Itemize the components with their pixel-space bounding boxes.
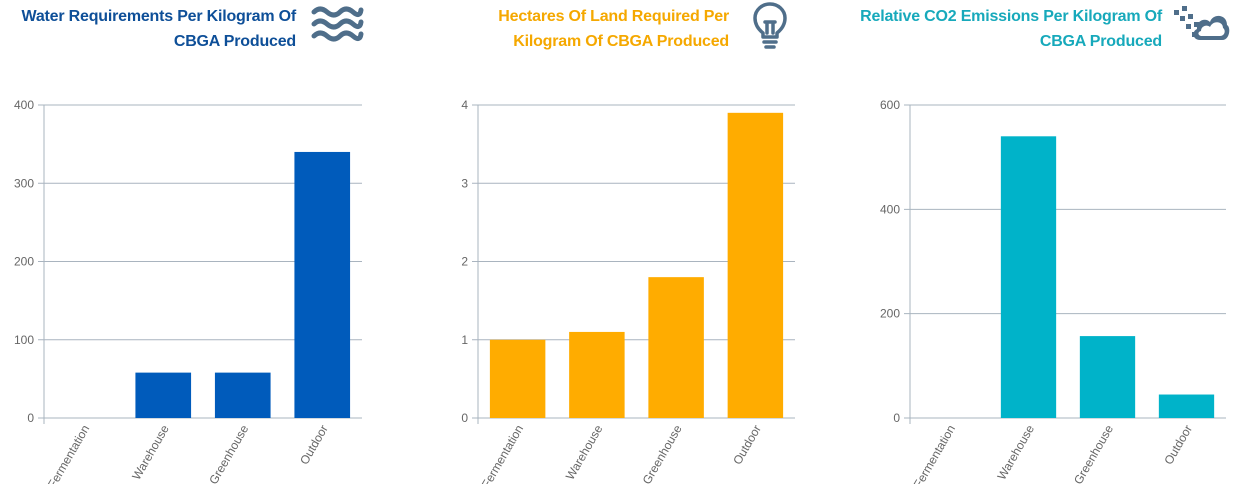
x-category-label: Fermentation xyxy=(45,423,92,484)
y-tick-label: 200 xyxy=(14,255,34,269)
chart-title-line: Water Requirements Per Kilogram Of xyxy=(21,8,297,25)
bar xyxy=(214,372,271,418)
chart-panel-co2: Relative CO2 Emissions Per Kilogram Of C… xyxy=(840,0,1244,484)
y-tick-label: 0 xyxy=(461,411,468,425)
bar xyxy=(727,112,784,418)
chart-title-line: Kilogram Of CBGA Produced xyxy=(513,33,729,50)
chart-title: Relative CO2 Emissions Per Kilogram Of C… xyxy=(860,4,1162,54)
chart-title-line: CBGA Produced xyxy=(1039,33,1162,50)
y-tick-label: 4 xyxy=(461,98,468,112)
y-tick-label: 3 xyxy=(461,176,468,190)
x-category-label: Outdoor xyxy=(1161,422,1195,467)
x-category-label: Warehouse xyxy=(563,422,606,482)
chart-title-line: Hectares Of Land Required Per xyxy=(498,8,729,25)
y-tick-label: 1 xyxy=(461,333,468,347)
y-tick-label: 600 xyxy=(880,98,900,112)
y-tick-label: 400 xyxy=(880,202,900,216)
x-category-label: Outdoor xyxy=(297,422,331,467)
bar-chart-water: 0 100 200 300 400 Fermentation Warehouse Greenh… xyxy=(14,98,362,484)
x-category-label: Fermentation xyxy=(479,423,526,484)
chart-title: Water Requirements Per Kilogram Of CBGA … xyxy=(10,4,297,54)
y-tick-label: 400 xyxy=(14,98,34,112)
water-waves-icon xyxy=(310,2,364,51)
bar xyxy=(294,151,351,418)
bar xyxy=(648,277,704,418)
bar xyxy=(569,331,625,418)
lightbulb-icon xyxy=(752,2,788,55)
bar-chart-land: 0 1 2 3 4 Fermentation Warehouse Greenhouse Outd… xyxy=(461,98,795,484)
y-tick-label: 0 xyxy=(893,411,900,425)
x-category-label: Greenhouse xyxy=(206,422,251,484)
y-tick-label: 2 xyxy=(461,255,468,269)
cloud-emissions-icon xyxy=(1174,2,1230,51)
chart-title-line: Relative CO2 Emissions Per Kilogram Of xyxy=(860,8,1162,25)
x-category-label: Outdoor xyxy=(730,422,764,467)
chart-title-line: CBGA Produced xyxy=(173,33,296,50)
x-category-label: Greenhouse xyxy=(1071,422,1116,484)
bar xyxy=(1000,136,1057,419)
x-category-label: Warehouse xyxy=(129,422,172,482)
bar-chart-co2: 0 200 400 600 Fermentation Warehouse Greenhous… xyxy=(880,98,1226,484)
chart-title: Hectares Of Land Required Per Kilogram O… xyxy=(484,4,729,54)
y-tick-label: 300 xyxy=(14,176,34,190)
chart-panel-land: Hectares Of Land Required Per Kilogram O… xyxy=(424,0,824,484)
y-tick-label: 0 xyxy=(27,411,34,425)
bar xyxy=(135,372,192,418)
x-category-label: Greenhouse xyxy=(640,422,685,484)
x-category-label: Fermentation xyxy=(911,423,958,484)
y-tick-label: 200 xyxy=(880,307,900,321)
x-category-label: Warehouse xyxy=(995,422,1038,482)
bar xyxy=(1158,394,1215,418)
bar xyxy=(1079,336,1136,418)
y-tick-label: 100 xyxy=(14,333,34,347)
chart-panel-water: Water Requirements Per Kilogram Of CBGA … xyxy=(0,0,400,484)
bar xyxy=(489,339,546,418)
